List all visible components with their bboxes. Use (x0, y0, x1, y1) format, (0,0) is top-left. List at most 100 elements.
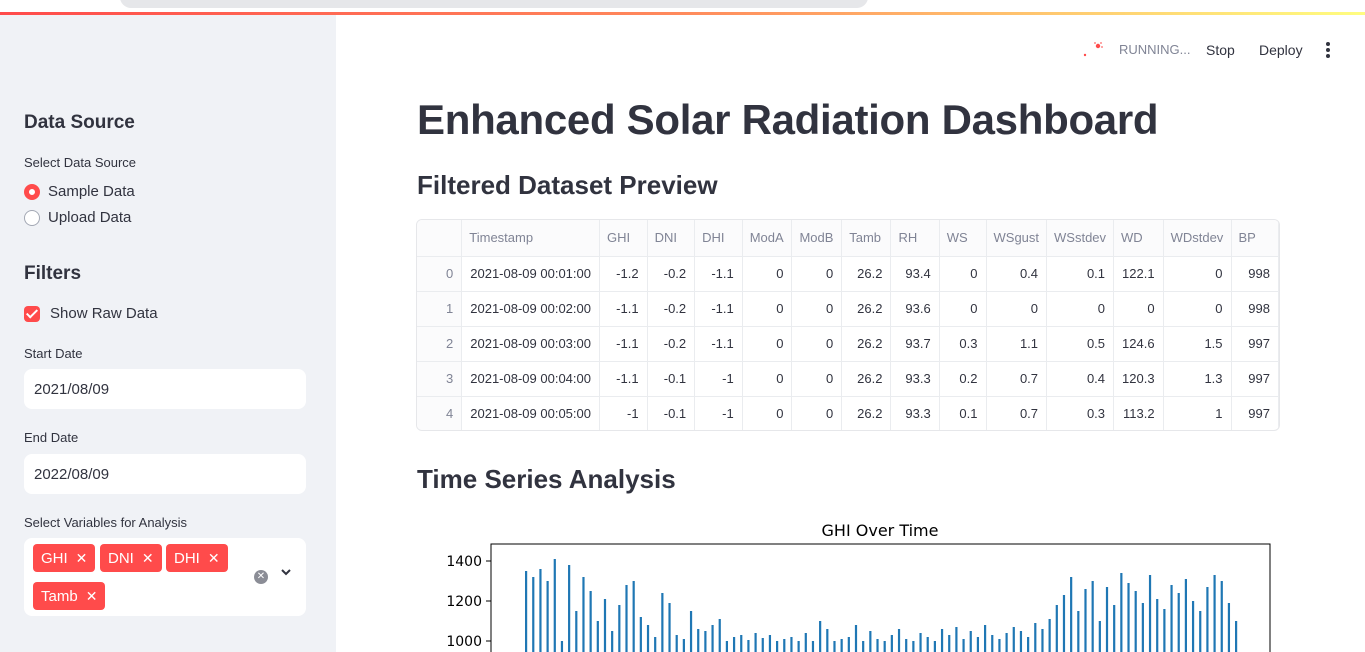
table-cell: 26.2 (841, 396, 892, 430)
remove-tag-icon[interactable]: ✕ (75, 549, 88, 566)
tag-dni[interactable]: DNI ✕ (100, 544, 162, 572)
remove-tag-icon[interactable]: ✕ (141, 549, 154, 566)
chart-bar (833, 641, 836, 652)
column-header[interactable]: WSgust (986, 220, 1048, 257)
radio-selected-icon[interactable] (24, 183, 40, 200)
chart-bar (962, 639, 965, 652)
table-cell: -1 (599, 396, 648, 430)
remove-tag-icon[interactable]: ✕ (85, 587, 98, 604)
chart-bar (575, 611, 578, 652)
column-header[interactable]: WDstdev (1163, 220, 1232, 257)
table-cell: 0 (939, 256, 987, 292)
chevron-down-icon[interactable] (280, 566, 292, 578)
tag-label: Tamb (41, 587, 78, 605)
radio-upload-data[interactable]: Upload Data (24, 209, 131, 226)
radio-sample-data[interactable]: Sample Data (24, 183, 135, 200)
chart-bar (1206, 587, 1209, 652)
table-cell: 0 (1163, 291, 1232, 327)
table-cell: 0.7 (986, 396, 1048, 430)
chart-bar (919, 633, 922, 652)
clear-all-icon[interactable]: ✕ (254, 570, 268, 584)
chart-bar (933, 641, 936, 652)
stop-button[interactable]: Stop (1206, 42, 1235, 58)
variables-multiselect[interactable]: GHI ✕ DNI ✕ DHI ✕ Tamb ✕ ✕ (24, 538, 306, 616)
table-cell: 26.2 (841, 256, 892, 292)
chart-bar (639, 617, 642, 652)
chart-bar (1113, 605, 1116, 652)
chart-bar (1105, 587, 1109, 652)
chart-bar (991, 635, 994, 652)
dataframe-table[interactable]: Timestamp GHI DNI DHI ModA ModB Tamb RH WS WSgust… (416, 219, 1280, 431)
chart-bar (740, 635, 743, 652)
column-header[interactable]: ModB (791, 220, 843, 257)
chart-bar (819, 621, 822, 652)
column-header[interactable] (417, 220, 463, 257)
table-cell: 26.2 (841, 326, 892, 362)
chart-bar (1077, 611, 1080, 652)
y-tick-label: 1200 (446, 594, 482, 610)
table-cell: -1.2 (599, 256, 648, 292)
main-menu-icon[interactable] (1324, 42, 1332, 58)
table-cell: 120.3 (1113, 361, 1164, 397)
address-bar[interactable] (120, 0, 868, 8)
table-cell: -0.1 (647, 361, 696, 397)
column-header[interactable]: WD (1113, 220, 1164, 257)
chart-bar (532, 577, 535, 652)
radio-unselected-icon[interactable] (24, 209, 40, 226)
chart-bar (1235, 621, 1238, 652)
chart-bar (553, 559, 556, 652)
end-date-input[interactable]: 2022/08/09 (24, 454, 306, 494)
page-title: Enhanced Solar Radiation Dashboard (417, 96, 1159, 143)
chart-bar (654, 637, 657, 652)
select-source-label: Select Data Source (24, 155, 137, 170)
row-index: 4 (417, 396, 463, 430)
column-header[interactable]: RH (890, 220, 940, 257)
table-cell: 1.1 (986, 326, 1048, 362)
chart-bar (718, 619, 721, 652)
table-cell: -0.2 (647, 256, 696, 292)
table-cell: 122.1 (1113, 256, 1164, 292)
table-cell: 0.2 (939, 361, 987, 397)
chart-bar (783, 639, 786, 652)
table-header-row: Timestamp GHI DNI DHI ModA ModB Tamb RH WS WSgust… (417, 220, 1279, 257)
chart-bar (1220, 581, 1223, 652)
chart-bar (983, 625, 987, 652)
tag-tamb[interactable]: Tamb ✕ (33, 582, 106, 610)
column-header[interactable]: WS (939, 220, 987, 257)
column-header[interactable]: WSstdev (1046, 220, 1115, 257)
remove-tag-icon[interactable]: ✕ (207, 549, 220, 566)
column-header[interactable]: BP (1231, 220, 1279, 257)
tag-dhi[interactable]: DHI ✕ (166, 544, 228, 572)
column-header[interactable]: ModA (742, 220, 793, 257)
row-index: 1 (417, 291, 463, 327)
column-header[interactable]: Timestamp (461, 220, 600, 257)
chart-bar (869, 631, 872, 652)
start-date-input[interactable]: 2021/08/09 (24, 369, 306, 409)
table-row[interactable]: 3 2021-08-09 00:04:00 -1.1 -0.1 -1 0 0 26.2 93.3… (417, 361, 1279, 397)
table-cell: 997 (1231, 361, 1279, 397)
table-row[interactable]: 1 2021-08-09 00:02:00 -1.1 -0.2 -1.1 0 0 26.2 93… (417, 291, 1279, 327)
table-cell: 0 (791, 326, 843, 362)
checkbox-checked-icon[interactable] (24, 305, 40, 322)
chart-bar (905, 639, 908, 652)
chart-bar (1070, 577, 1073, 652)
table-cell: -1.1 (694, 326, 743, 362)
chart-bar (1034, 623, 1037, 652)
chart-bar (1005, 633, 1008, 652)
tag-label: DHI (174, 549, 200, 567)
end-date-label: End Date (24, 430, 79, 445)
tag-ghi[interactable]: GHI ✕ (33, 544, 96, 572)
column-header[interactable]: GHI (599, 220, 648, 257)
table-row[interactable]: 2 2021-08-09 00:03:00 -1.1 -0.2 -1.1 0 0 26.2 93… (417, 326, 1279, 362)
chart-bar (618, 605, 621, 652)
show-raw-data-checkbox[interactable]: Show Raw Data (24, 305, 158, 322)
chart-bar (675, 635, 678, 652)
table-row[interactable]: 4 2021-08-09 00:05:00 -1 -0.1 -1 0 0 26.2 93.3 0.… (417, 396, 1279, 430)
column-header[interactable]: DNI (647, 220, 696, 257)
column-header[interactable]: DHI (694, 220, 743, 257)
table-row[interactable]: 0 2021-08-09 00:01:00 -1.2 -0.2 -1.1 0 0 26.2 93… (417, 256, 1279, 292)
column-header[interactable]: Tamb (841, 220, 892, 257)
table-cell: 0.4 (986, 256, 1048, 292)
chart-bar (912, 641, 915, 652)
deploy-button[interactable]: Deploy (1259, 42, 1303, 58)
